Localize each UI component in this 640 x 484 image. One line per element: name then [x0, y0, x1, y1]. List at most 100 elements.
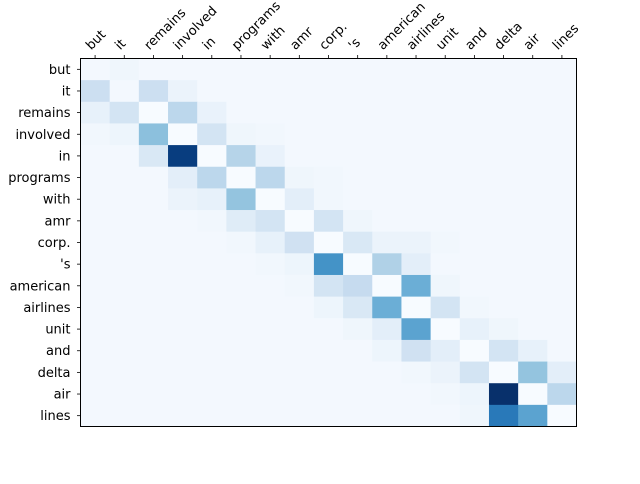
y-tick-label: unit — [45, 323, 70, 338]
heatmap-cell — [313, 231, 344, 254]
heatmap-cell — [226, 188, 256, 211]
heatmap-cell — [313, 296, 344, 319]
heatmap-cell — [284, 231, 315, 254]
heatmap-cell — [547, 339, 577, 362]
heatmap-cell — [343, 404, 373, 427]
heatmap-cell — [284, 383, 315, 406]
heatmap-cell — [459, 253, 490, 276]
heatmap-cell — [197, 318, 227, 341]
heatmap-cell — [168, 361, 198, 384]
y-tick-label: lines — [40, 409, 70, 424]
heatmap-cell — [459, 339, 490, 362]
heatmap-cell — [459, 188, 490, 211]
heatmap-cell — [401, 318, 432, 341]
heatmap-cell — [255, 231, 286, 254]
heatmap-cell — [80, 361, 111, 384]
heatmap-cell — [343, 318, 373, 341]
heatmap-cell — [547, 166, 577, 189]
heatmap-cell — [109, 296, 140, 319]
heatmap-cell — [313, 339, 344, 362]
heatmap-cell — [343, 339, 373, 362]
x-tick-label: in — [200, 34, 219, 53]
heatmap-cell — [343, 145, 373, 168]
heatmap-cell — [168, 101, 198, 124]
heatmap-cell — [255, 296, 286, 319]
heatmap-cell — [255, 145, 286, 168]
heatmap-cell — [226, 404, 256, 427]
heatmap-cell — [372, 123, 402, 146]
heatmap-cell — [226, 274, 256, 298]
heatmap-cell — [197, 361, 227, 384]
y-tick-label: and — [46, 344, 70, 359]
heatmap-cell — [313, 123, 344, 146]
heatmap-cell — [343, 188, 373, 211]
heatmap-cell — [80, 123, 111, 146]
heatmap-cell — [109, 404, 140, 427]
heatmap-cell — [80, 383, 111, 406]
heatmap-cell — [284, 274, 315, 298]
heatmap-cell — [401, 361, 432, 384]
heatmap-cell — [109, 101, 140, 124]
heatmap-cell — [430, 274, 461, 298]
heatmap-cell — [488, 123, 519, 146]
heatmap-cell — [459, 166, 490, 189]
heatmap-cell — [313, 274, 344, 298]
heatmap-cell — [284, 101, 315, 124]
heatmap-cell — [80, 166, 111, 189]
heatmap-cell — [138, 383, 169, 406]
heatmap-cell — [372, 166, 402, 189]
heatmap-cell — [255, 361, 286, 384]
heatmap-cell — [284, 339, 315, 362]
heatmap-cell — [168, 58, 198, 81]
y-tick-label: amr — [45, 214, 72, 229]
heatmap-cell — [488, 339, 519, 362]
heatmap-cell — [430, 210, 461, 233]
heatmap-cell — [284, 296, 315, 319]
y-ticks: but it remains involved in programs with amr cor… — [8, 63, 81, 424]
heatmap-cell — [197, 80, 227, 103]
heatmap-cell — [226, 145, 256, 168]
heatmap-cell — [80, 253, 111, 276]
heatmap-cell — [255, 188, 286, 211]
heatmap-cell — [284, 253, 315, 276]
heatmap-cell — [284, 361, 315, 384]
heatmap-cell — [547, 296, 577, 319]
heatmap-cell — [518, 361, 548, 384]
heatmap-cell — [80, 339, 111, 362]
heatmap-cell — [168, 383, 198, 406]
heatmap-cell — [488, 231, 519, 254]
heatmap-cell — [284, 123, 315, 146]
heatmap-cell — [518, 318, 548, 341]
heatmap-cell — [197, 383, 227, 406]
heatmap-cell — [401, 145, 432, 168]
heatmap-cell — [284, 58, 315, 81]
heatmap-cell — [459, 210, 490, 233]
heatmap-cell — [80, 296, 111, 319]
heatmap-cell — [138, 58, 169, 81]
heatmap-cell — [138, 145, 169, 168]
heatmap-cell — [518, 231, 548, 254]
heatmap-cell — [80, 318, 111, 341]
y-tick-label: but — [49, 63, 71, 78]
heatmap-cell — [138, 339, 169, 362]
heatmap-cell — [372, 383, 402, 406]
heatmap-cell — [430, 166, 461, 189]
heatmap-cell — [255, 383, 286, 406]
heatmap-cell — [430, 231, 461, 254]
heatmap-cell — [109, 58, 140, 81]
heatmap-cell — [343, 296, 373, 319]
heatmap-cell — [109, 339, 140, 362]
heatmap-cell — [255, 123, 286, 146]
heatmap-cell — [109, 80, 140, 103]
heatmap-cell — [547, 145, 577, 168]
heatmap-cell — [226, 123, 256, 146]
heatmap-cell — [401, 166, 432, 189]
heatmap-cell — [401, 210, 432, 233]
heatmap-cell — [518, 188, 548, 211]
heatmap-cell — [488, 58, 519, 81]
heatmap-cell — [459, 361, 490, 384]
heatmap-cell — [138, 188, 169, 211]
heatmap-cell — [459, 80, 490, 103]
